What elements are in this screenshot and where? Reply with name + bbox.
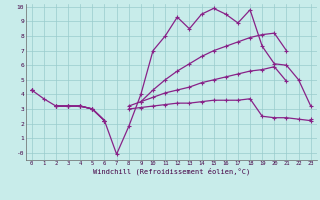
X-axis label: Windchill (Refroidissement éolien,°C): Windchill (Refroidissement éolien,°C) (92, 168, 250, 175)
